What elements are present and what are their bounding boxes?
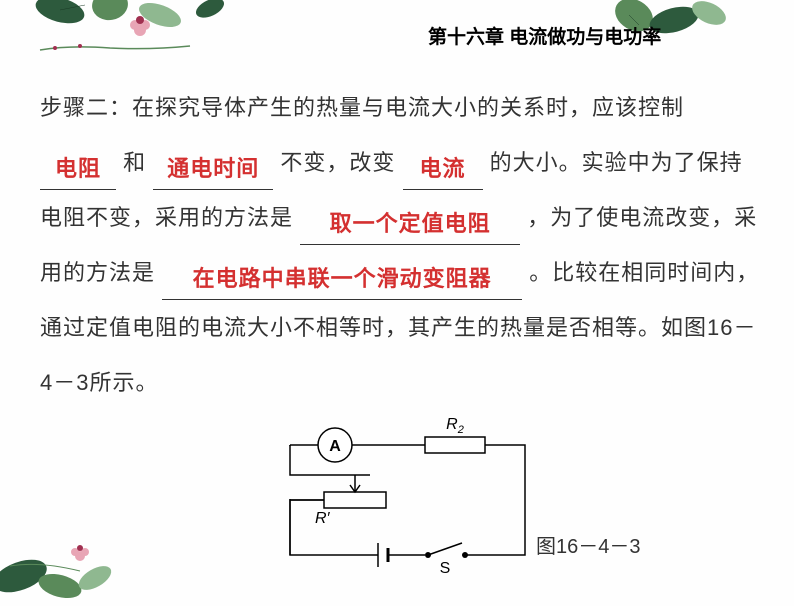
text-sep2: 不变，改变: [280, 150, 395, 175]
rprime-label: R′: [315, 510, 331, 527]
answer-4: 取一个定值电阻: [330, 211, 491, 236]
r2-label: R2: [446, 416, 464, 436]
main-content: 步骤二：在探究导体产生的热量与电流大小的关系时，应该控制 电阻 和 通电时间 不…: [40, 80, 760, 410]
decoration-top: [0, 0, 794, 70]
blank-4: 取一个定值电阻: [300, 204, 520, 245]
leaf-decoration-top-left: [30, 0, 280, 60]
answer-3: 电流: [420, 156, 466, 181]
answer-2: 通电时间: [167, 156, 259, 181]
blank-3: 电流: [403, 149, 483, 190]
text-sep1: 和: [123, 150, 146, 175]
blank-5: 在电路中串联一个滑动变阻器: [162, 259, 522, 300]
answer-5: 在电路中串联一个滑动变阻器: [193, 266, 492, 291]
chapter-title: 第十六章 电流做功与电功率: [428, 22, 661, 49]
blank-1: 电阻: [40, 149, 116, 190]
answer-1: 电阻: [55, 156, 101, 181]
figure-caption: 图16－4－3: [536, 530, 641, 559]
switch-label: S: [440, 560, 451, 575]
blank-2: 通电时间: [153, 149, 273, 190]
ammeter-label: A: [329, 438, 341, 455]
text-prefix: 步骤二：在探究导体产生的热量与电流大小的关系时，应该控制: [40, 95, 684, 120]
